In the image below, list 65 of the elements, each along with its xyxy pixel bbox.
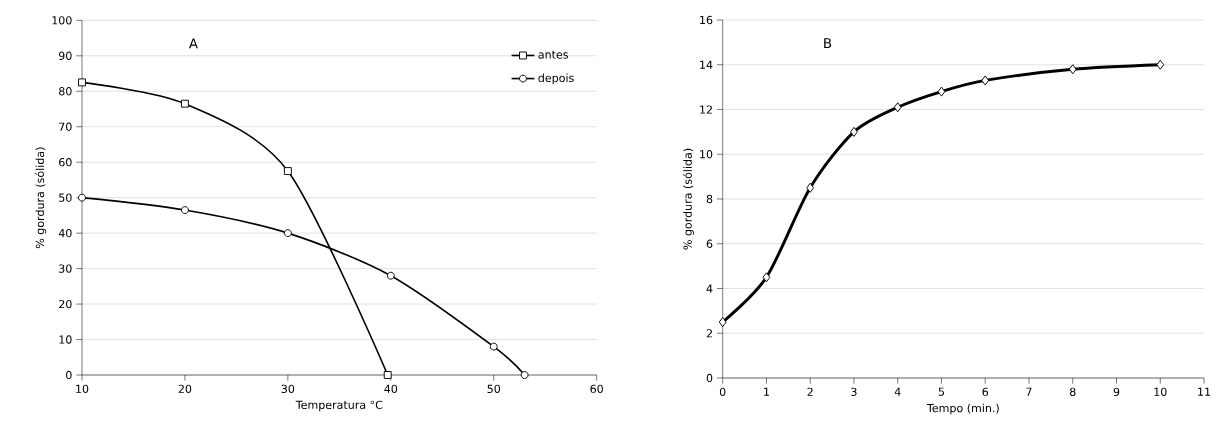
x-axis-title: Tempo (min.) (926, 403, 999, 415)
x-axis-title: Temperatura °C (295, 400, 383, 412)
point (520, 371, 529, 379)
y-tick-label: 10 (700, 150, 713, 159)
y-tick-label: 14 (700, 60, 713, 69)
point (78, 193, 86, 202)
point (850, 126, 858, 137)
y-tick-label: 70 (59, 122, 72, 131)
y-axis-title: % gordura (sólida) (682, 148, 694, 250)
point (806, 182, 815, 193)
x-tick-label: 2 (807, 387, 813, 396)
x-tick-label: 20 (178, 384, 192, 394)
y-tick-label: 60 (59, 158, 72, 167)
point (489, 342, 498, 351)
x-tick-label: 40 (384, 384, 398, 394)
y-tick-label: 100 (52, 16, 72, 25)
y-tick-label: 80 (59, 87, 72, 96)
point (718, 317, 727, 328)
x-tick-label: 4 (894, 387, 901, 396)
annotation: B (824, 38, 832, 48)
y-tick-label: 0 (706, 373, 713, 383)
y-tick-label: 10 (59, 335, 72, 344)
y-tick-label: 2 (706, 329, 712, 338)
x-tick-label: 10 (76, 384, 89, 394)
y-tick-label: 50 (59, 193, 72, 202)
x-tick-label: 1 (764, 387, 769, 396)
point (181, 206, 189, 215)
point (1068, 64, 1077, 75)
point (937, 86, 946, 97)
y-tick-label: 30 (59, 264, 72, 273)
point (762, 272, 771, 283)
x-tick-label: 8 (1069, 387, 1076, 397)
x-tick-label: 5 (938, 387, 945, 396)
point (181, 99, 189, 108)
x-tick-label: 6 (982, 387, 989, 397)
y-tick-label: 90 (58, 51, 72, 60)
x-tick-label: 3 (851, 387, 857, 397)
point (283, 229, 292, 238)
x-tick-label: 30 (281, 384, 295, 394)
x-tick-label: 50 (487, 384, 501, 394)
x-tick-label: 11 (1198, 387, 1211, 396)
y-tick-label: 20 (59, 299, 72, 309)
x-tick-label: 0 (719, 387, 726, 397)
x-tick-label: 10 (1154, 387, 1167, 397)
point (283, 167, 292, 175)
y-tick-label: 40 (58, 228, 72, 238)
y-tick-label: 6 (706, 239, 713, 248)
y-tick-label: 0 (66, 370, 72, 380)
x-tick-label: 9 (1113, 387, 1120, 397)
y-tick-label: 8 (706, 194, 713, 204)
point (383, 371, 392, 379)
y-tick-label: 16 (700, 15, 713, 25)
x-tick-label: 60 (590, 384, 603, 394)
y-tick-label: 12 (700, 105, 712, 114)
y-tick-label: 4 (706, 284, 713, 293)
point (1156, 59, 1165, 70)
point (78, 78, 86, 87)
point (981, 75, 990, 86)
annotation: A (188, 38, 198, 49)
legend-label: antes (538, 50, 568, 59)
y-axis-title: % gordura (sólida) (35, 147, 47, 249)
legend-label: depois (538, 73, 574, 85)
point (893, 102, 902, 113)
x-tick-label: 7 (1026, 387, 1032, 396)
point (386, 271, 395, 280)
